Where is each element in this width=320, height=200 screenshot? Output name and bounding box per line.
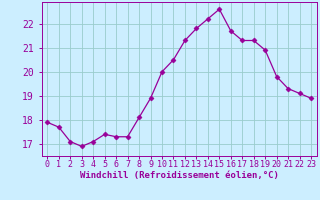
X-axis label: Windchill (Refroidissement éolien,°C): Windchill (Refroidissement éolien,°C) [80, 171, 279, 180]
